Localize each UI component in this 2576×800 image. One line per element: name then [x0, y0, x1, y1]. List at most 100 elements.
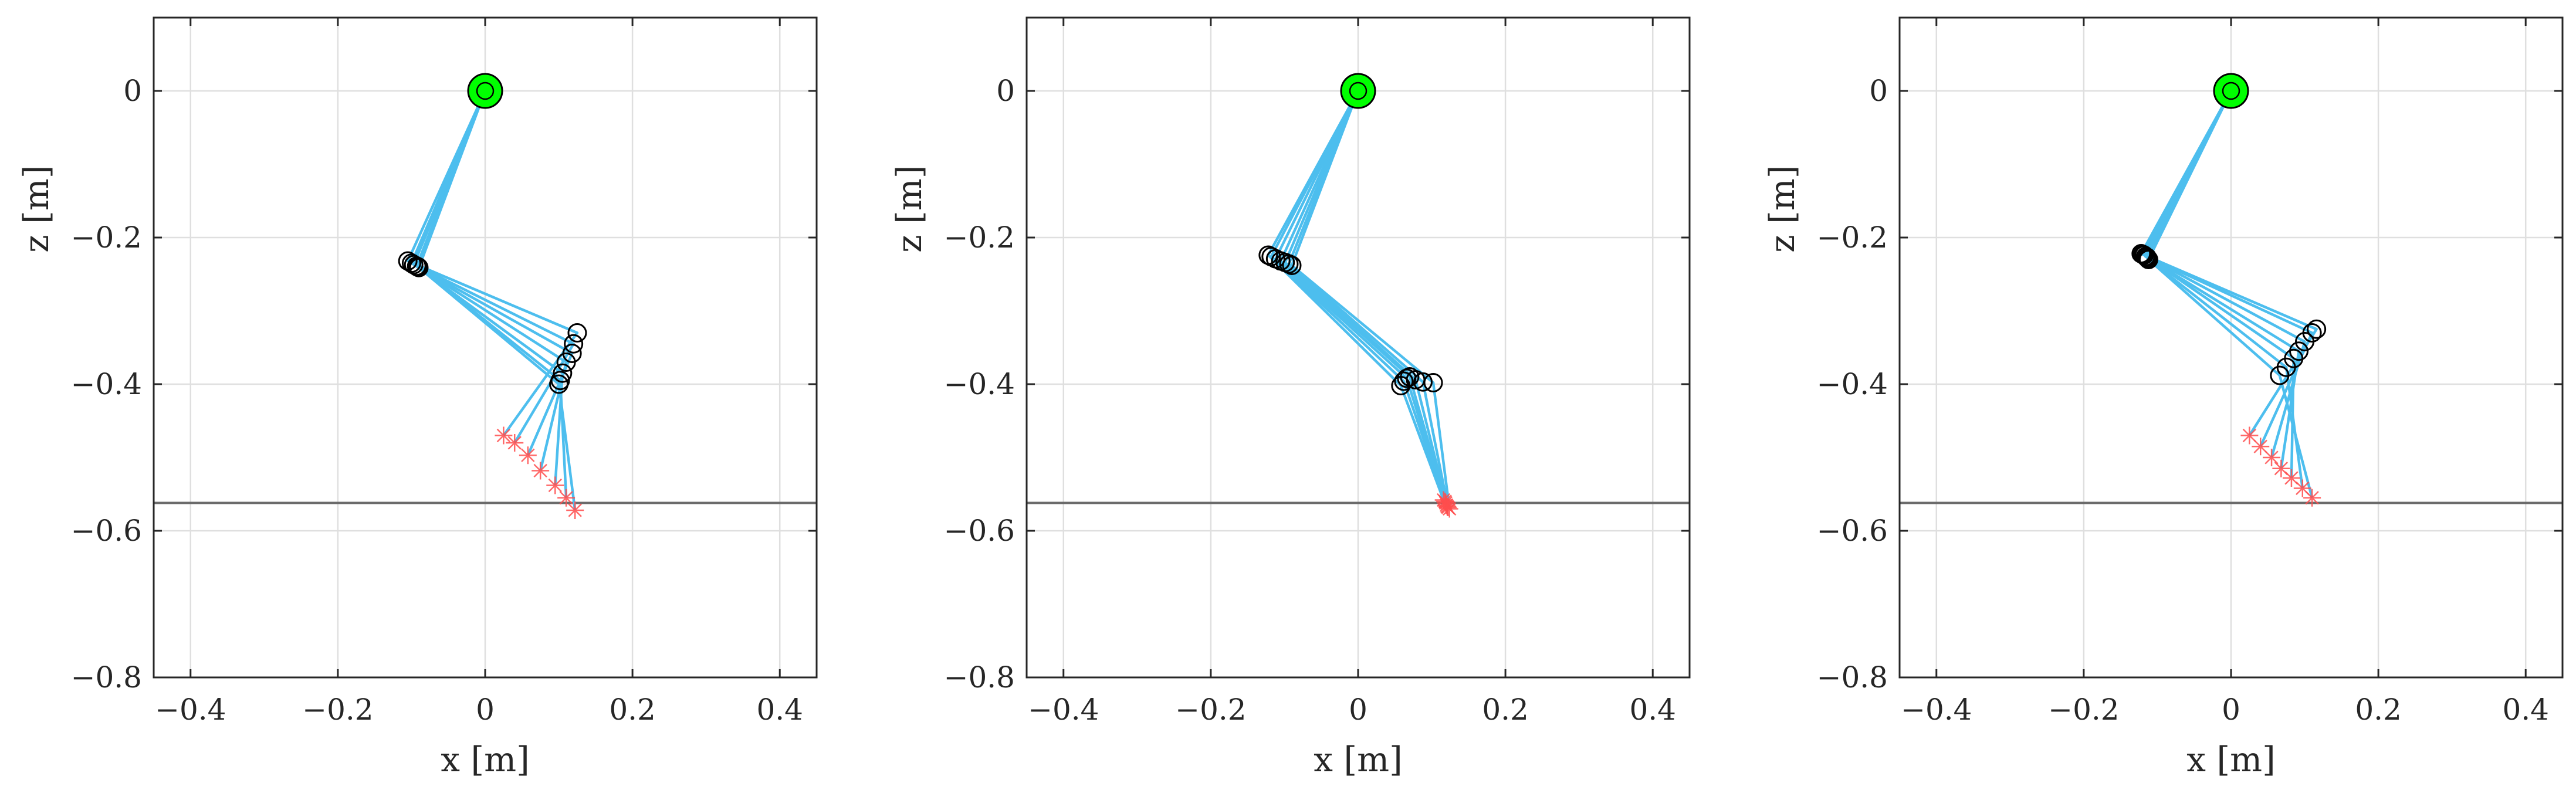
- x-tick-label: −0.2: [2048, 693, 2119, 727]
- y-axis-label: z [m]: [16, 165, 56, 253]
- y-tick-label: −0.6: [71, 514, 142, 548]
- foot-marker: [2252, 438, 2270, 456]
- x-tick-label: 0: [476, 693, 495, 727]
- y-axis-label: z [m]: [889, 165, 929, 253]
- foot-markers: [1434, 491, 1458, 518]
- x-axis-label: x [m]: [2186, 740, 2275, 779]
- leg-link-series: [417, 90, 577, 511]
- joint-markers: [1258, 245, 1443, 395]
- foot-marker: [2303, 489, 2321, 507]
- y-tick-label: −0.8: [71, 660, 142, 694]
- x-tick-label: 0.4: [756, 693, 803, 727]
- plot-panel-3: −0.4 −0.2 0 0.2 0.4 0 −0.2 −0.4 −0.6 −0.8 x [m] z […: [1762, 16, 2564, 779]
- ankle-joint-marker: [1394, 371, 1414, 391]
- hip-marker: [1340, 73, 1376, 109]
- foot-marker: [2263, 449, 2281, 466]
- foot-marker-stroke: [2242, 428, 2257, 443]
- x-axis-label: x [m]: [1314, 740, 1402, 779]
- x-tick-label: 0.4: [1629, 693, 1676, 727]
- knee-joint-marker: [409, 257, 429, 277]
- knee-joint-marker: [2134, 245, 2154, 265]
- ankle-joint-marker: [1423, 373, 1443, 392]
- leg-link-series: [1287, 90, 1450, 508]
- x-tick-label: −0.4: [1028, 693, 1099, 727]
- y-tick-label: 0: [996, 74, 1015, 108]
- ankle-joint-marker: [2270, 365, 2290, 385]
- foot-marker: [2272, 459, 2290, 477]
- foot-marker: [2282, 469, 2300, 487]
- foot-marker-stroke: [2253, 439, 2267, 453]
- foot-marker-stroke: [533, 463, 547, 478]
- y-tick-label: −0.8: [944, 660, 1015, 694]
- foot-marker: [506, 434, 524, 452]
- y-tick-label: −0.2: [1817, 221, 1888, 255]
- foot-marker: [2240, 426, 2259, 445]
- leg-link-series: [1267, 90, 1445, 501]
- foot-marker-stroke: [1443, 501, 1457, 516]
- y-tick-label: −0.4: [1817, 367, 1888, 401]
- x-tick-label: 0.4: [2502, 693, 2549, 727]
- foot-marker-stroke: [2284, 471, 2299, 485]
- x-tick-label: −0.4: [155, 693, 226, 727]
- foot-marker: [495, 426, 513, 445]
- hip-inner-marker: [476, 82, 495, 100]
- y-tick-label: −0.8: [1817, 660, 1888, 694]
- leg-link-series: [1274, 90, 1447, 504]
- x-tick-label: 0.2: [1482, 693, 1529, 727]
- foot-marker-stroke: [507, 436, 522, 450]
- y-tick-label: −0.4: [71, 367, 142, 401]
- joint-markers: [2131, 244, 2327, 385]
- foot-marker-stroke: [568, 503, 582, 517]
- leg-links: [406, 90, 579, 511]
- leg-link-series: [1290, 90, 1451, 509]
- foot-marker-stroke: [2305, 491, 2319, 505]
- foot-marker: [546, 476, 564, 494]
- y-axis-label: z [m]: [1762, 165, 1802, 253]
- leg-link-series: [412, 90, 574, 456]
- leg-link-series: [1284, 90, 1449, 507]
- leg-link-series: [406, 90, 579, 436]
- ankle-joint-marker: [2295, 332, 2315, 351]
- foot-marker: [519, 446, 537, 465]
- foot-marker-stroke: [496, 428, 511, 443]
- y-tick-label: 0: [123, 74, 142, 108]
- leg-link-series: [1270, 90, 1447, 502]
- foot-marker-stroke: [2296, 481, 2310, 496]
- leg-links: [2140, 90, 2318, 499]
- y-tick-label: 0: [1869, 74, 1888, 108]
- ankle-joint-marker: [567, 323, 587, 343]
- ankle-joint-marker: [564, 334, 584, 354]
- x-tick-label: 0.2: [609, 693, 656, 727]
- x-tick-label: 0: [2222, 693, 2240, 727]
- foot-marker: [566, 501, 584, 519]
- foot-marker: [1440, 500, 1458, 518]
- ankle-joint-marker: [556, 352, 576, 372]
- y-tick-label: −0.4: [944, 367, 1015, 401]
- y-tick-label: −0.6: [1817, 514, 1888, 548]
- plot-panel-1: −0.4 −0.2 0 0.2 0.4 0 −0.2 −0.4 −0.6 −0.8 x [m] z […: [16, 16, 818, 779]
- ankle-joint-marker: [553, 363, 573, 383]
- foot-marker: [557, 489, 576, 507]
- foot-marker-stroke: [2264, 450, 2279, 465]
- x-tick-label: 0.2: [2355, 693, 2402, 727]
- knee-joint-marker: [1282, 256, 1302, 275]
- ankle-joint-marker: [1413, 372, 1433, 392]
- joint-markers: [398, 251, 587, 394]
- ankle-joint-marker: [2307, 319, 2327, 339]
- x-tick-label: −0.2: [1175, 693, 1246, 727]
- leg-links: [1267, 90, 1451, 509]
- x-tick-label: −0.2: [302, 693, 373, 727]
- plot-panel-2: −0.4 −0.2 0 0.2 0.4 0 −0.2 −0.4 −0.6 −0.8 x [m] z […: [889, 16, 1691, 779]
- knee-joint-marker: [1279, 254, 1299, 274]
- hip-marker: [2213, 73, 2249, 109]
- x-tick-label: −0.4: [1901, 693, 1972, 727]
- y-tick-label: −0.2: [944, 221, 1015, 255]
- foot-marker-stroke: [2274, 462, 2289, 476]
- foot-marker-stroke: [559, 491, 573, 505]
- foot-marker-stroke: [548, 478, 562, 493]
- y-tick-label: −0.2: [71, 221, 142, 255]
- hip-inner-marker: [2222, 82, 2240, 100]
- knee-joint-marker: [2138, 250, 2158, 269]
- ankle-joint-marker: [549, 374, 569, 394]
